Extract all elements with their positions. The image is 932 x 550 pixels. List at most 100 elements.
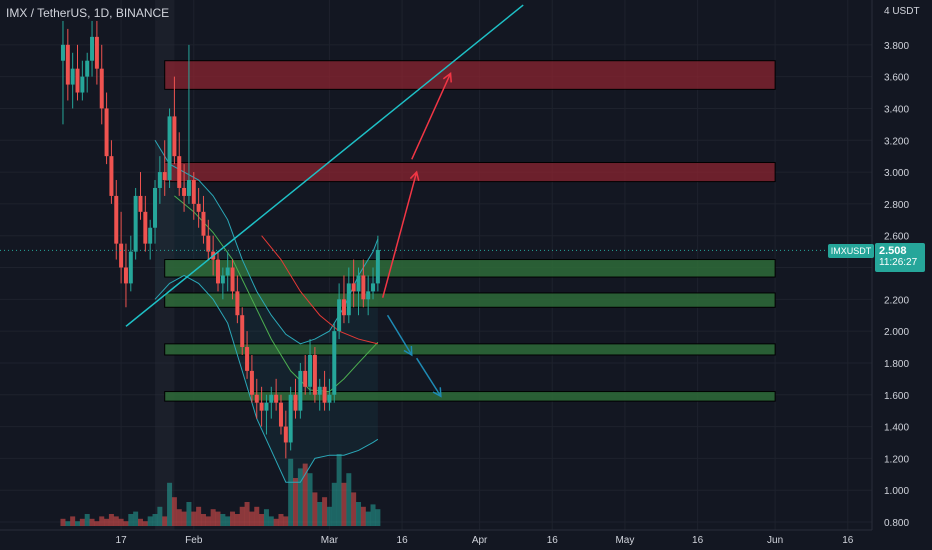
candle-body [375, 250, 380, 284]
candle-body [254, 394, 259, 403]
candle-body [327, 394, 332, 403]
candle-body [80, 76, 85, 93]
time-tick-label: 16 [842, 535, 854, 546]
candle-body [206, 235, 211, 252]
candle-body [361, 275, 366, 300]
candle-body [298, 370, 303, 411]
volume-bar [79, 518, 85, 526]
time-tick-label: Mar [321, 535, 339, 546]
volume-bar [152, 514, 158, 526]
candle-body [186, 180, 191, 196]
volume-bar [351, 492, 357, 526]
volume-bar [113, 516, 119, 526]
volume-bar [75, 521, 81, 526]
candle-body [128, 251, 133, 284]
candle-body [216, 259, 220, 284]
candle-body [153, 187, 158, 228]
volume-bar [346, 473, 352, 526]
candle-body [138, 195, 143, 212]
support-zone [164, 343, 776, 356]
volume-bar [200, 514, 206, 526]
candle-body [264, 402, 269, 411]
volume-bar [65, 521, 71, 526]
volume-bar [176, 509, 182, 526]
candle-body [75, 68, 80, 93]
volume-bar [307, 473, 313, 526]
candle-body [269, 394, 274, 403]
volume-bar [89, 518, 95, 526]
candle-body [157, 172, 162, 188]
candle-body [351, 283, 356, 292]
price-tick-label: 1.200 [884, 454, 909, 465]
volume-bar [94, 521, 100, 526]
candle-body [70, 68, 75, 85]
candle-body [274, 394, 279, 403]
price-axis-unit[interactable]: 4 USDT [884, 6, 920, 17]
volume-bar [326, 506, 332, 526]
volume-bar [167, 482, 173, 526]
arrow-up-head [409, 170, 420, 181]
candle-body [337, 299, 342, 332]
bollinger-lower-line [154, 274, 379, 483]
volume-bar [171, 497, 177, 526]
volume-bar [297, 468, 303, 526]
candle-body [293, 394, 298, 411]
volume-bar [133, 511, 139, 526]
price-tick-label: 1.600 [884, 391, 909, 402]
volume-bar [249, 511, 255, 526]
candle-body [278, 402, 283, 427]
volume-bar [70, 516, 76, 526]
volume-bar [268, 516, 274, 526]
time-tick-label: Feb [185, 535, 203, 546]
candle-body [90, 36, 95, 61]
volume-bar [196, 506, 202, 526]
current-price-box[interactable]: 2.508 11:26:27 [875, 243, 925, 272]
volume-bar [375, 509, 381, 526]
candle-body [99, 68, 104, 109]
candle-body [172, 116, 177, 157]
candle-body [225, 267, 230, 276]
candle-body [303, 370, 308, 387]
volume-bar [181, 511, 187, 526]
volume-bar [210, 509, 216, 526]
volume-bar [365, 511, 371, 526]
candle-body [94, 36, 99, 69]
volume-bar [147, 516, 153, 526]
volume-bar [336, 454, 342, 526]
candle-body [259, 402, 264, 411]
candle-body [182, 187, 187, 196]
volume-bar [239, 506, 245, 526]
candle-body [322, 386, 327, 403]
volume-bar [205, 516, 211, 526]
volume-bar [191, 511, 197, 526]
candle-body [235, 291, 240, 316]
candle-body [123, 267, 128, 284]
volume-bar [302, 463, 308, 526]
price-tick-label: 1.800 [884, 359, 909, 370]
candle-body [167, 116, 172, 181]
symbol-tag[interactable]: IMXUSDT [828, 244, 874, 258]
candle-body [288, 394, 293, 443]
volume-bar [230, 511, 236, 526]
candle-body [332, 331, 337, 395]
arrow-down-head [432, 387, 442, 398]
candle-body [249, 370, 254, 395]
price-tick-label: 3.000 [884, 168, 909, 179]
volume-bar [370, 504, 376, 526]
candle-body [104, 108, 109, 157]
candle-body [85, 60, 90, 77]
time-tick-label: 16 [397, 535, 409, 546]
price-tick-label: 2.600 [884, 232, 909, 243]
volume-bar [84, 514, 90, 526]
candle-body [220, 275, 225, 284]
candle-body [133, 195, 138, 252]
price-tick-label: 0.800 [884, 518, 909, 529]
volume-bar [60, 518, 66, 526]
current-price-value: 2.508 [879, 245, 907, 257]
price-tick-label: 2.800 [884, 200, 909, 211]
price-tick-label: 3.400 [884, 104, 909, 115]
candle-body [312, 354, 317, 395]
volume-bar [157, 506, 163, 526]
candle-body [109, 156, 114, 196]
